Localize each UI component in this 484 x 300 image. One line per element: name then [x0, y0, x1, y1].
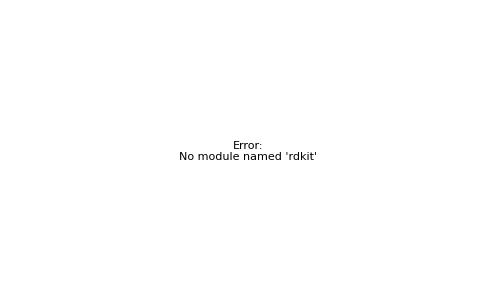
Text: Error:
No module named 'rdkit': Error: No module named 'rdkit' [179, 141, 317, 162]
